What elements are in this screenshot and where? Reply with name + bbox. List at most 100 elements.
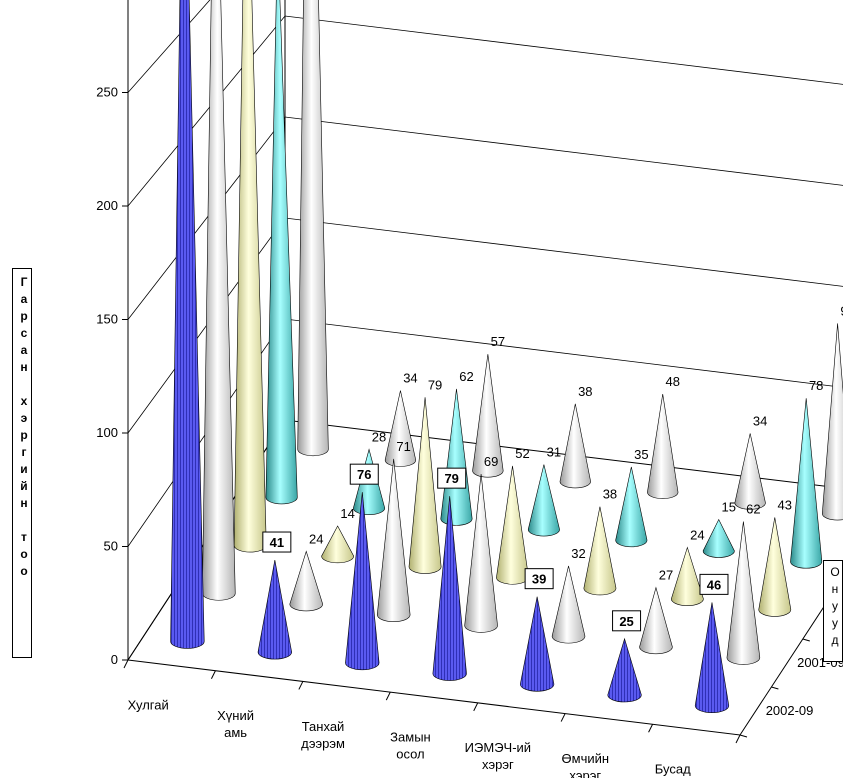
data-label: 28 [372, 429, 386, 444]
x-tick [385, 691, 391, 701]
depth-axis-title-text: Онууд [828, 565, 842, 650]
cone [289, 550, 323, 612]
series-label: 2002-09 [766, 703, 814, 718]
cone-body [464, 474, 498, 633]
category-label: Бусад [655, 762, 691, 777]
data-label: 27 [659, 568, 673, 583]
y-tick-label: 200 [96, 198, 118, 213]
cone [527, 464, 560, 537]
x-tick [210, 670, 216, 679]
cone-body [639, 586, 673, 655]
y-tick-label: 100 [96, 425, 118, 440]
cone [583, 506, 617, 596]
category-label-line: Хулгай [128, 697, 169, 712]
x-tick [735, 734, 741, 744]
cone-body [345, 492, 380, 671]
x-tick [473, 702, 479, 712]
category-label-line: хэрэг [482, 757, 514, 772]
cone [790, 398, 823, 569]
cone-marks [170, 0, 843, 713]
data-label: 34 [403, 371, 417, 386]
cone-body [408, 397, 442, 574]
data-label: 57 [491, 334, 505, 349]
cone-body [472, 354, 504, 478]
cone [520, 596, 555, 692]
data-label-box [262, 531, 292, 553]
cone [758, 517, 792, 617]
data-label: 62 [746, 502, 760, 517]
data-label: 43 [778, 497, 792, 512]
gridline [127, 0, 211, 93]
category-label: Танхай дээрэм [301, 719, 345, 751]
cone-body [520, 596, 555, 692]
data-label: 24 [690, 527, 704, 542]
category-axis: Хулгай Хүний амь Танхай дээрэм Замын осол ИЭМЭЧ… [123, 659, 741, 778]
cone [233, 0, 267, 553]
cone [647, 394, 679, 499]
cone [408, 397, 442, 574]
cone [734, 433, 766, 510]
cone [202, 0, 236, 601]
cone-body [265, 0, 298, 505]
cone-body [583, 506, 617, 596]
cone [615, 466, 648, 548]
cone [384, 390, 417, 467]
category-label-line: хэрэг [569, 768, 601, 778]
gridline [127, 15, 843, 207]
data-label: 39 [532, 572, 546, 587]
z-tick [771, 686, 779, 690]
data-label: 25 [619, 614, 633, 629]
cone-body [170, 0, 205, 649]
cone-body [821, 323, 843, 521]
category-label: Хүний амь [217, 708, 254, 740]
data-label: 78 [809, 378, 823, 393]
cone-body [202, 0, 236, 601]
cone-body [432, 496, 467, 681]
cone-body [233, 0, 267, 553]
cone-body [607, 637, 642, 703]
data-label-box [437, 467, 467, 489]
cone [170, 0, 205, 649]
data-label: 52 [515, 446, 529, 461]
data-label-box [524, 568, 554, 590]
cone-body [615, 466, 648, 548]
data-label: 93 [840, 303, 843, 318]
cone [607, 637, 642, 703]
data-label: 76 [357, 467, 371, 482]
data-labels: 4333457384834932692862313515783551479523… [262, 303, 843, 632]
cone [496, 465, 529, 585]
cone [694, 602, 730, 713]
x-tick [560, 713, 566, 722]
data-label: 79 [428, 377, 442, 392]
cone [345, 492, 380, 671]
category-label: Өмчийн хэрэг [562, 751, 610, 778]
category-label-line: осол [396, 747, 424, 762]
y-tick-label: 50 [104, 539, 118, 554]
cone-body [670, 546, 704, 606]
cone [257, 559, 292, 660]
data-label: 41 [270, 535, 284, 550]
data-label: 32 [571, 546, 585, 561]
y-axis-title: Гарсан хэргийн тоо [12, 268, 32, 658]
data-label: 15 [722, 500, 736, 515]
y-axis-title-text: Гарсан хэргийн тоо [17, 275, 31, 581]
category-label-line: Бусад [655, 762, 691, 777]
value-axis: 050100150200250300350400450 [96, 85, 128, 667]
cone [265, 0, 298, 505]
category-label-line: Өмчийн [562, 751, 610, 766]
cone-body [647, 394, 679, 499]
data-label: 35 [634, 447, 648, 462]
cone [297, 0, 329, 457]
data-label: 62 [459, 369, 473, 384]
cone [472, 354, 504, 478]
cone-body [559, 403, 591, 489]
x-tick [648, 724, 654, 733]
category-label-line: амь [224, 725, 247, 740]
cone [321, 525, 355, 564]
cone-body [297, 0, 329, 457]
cone-body [527, 464, 560, 537]
cone-body [694, 602, 730, 713]
cone [670, 546, 704, 606]
cone-body [384, 390, 417, 467]
